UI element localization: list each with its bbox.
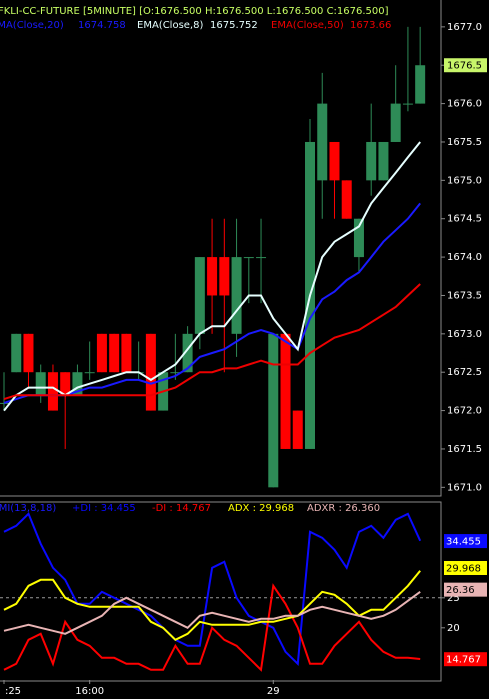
candle-body: [109, 333, 120, 373]
candle-body: [317, 103, 328, 181]
candle-body: [231, 257, 242, 334]
candle-body: [96, 333, 107, 373]
candle-body: [145, 333, 156, 411]
candle-body: [72, 372, 83, 396]
indicator-line: [3, 590, 421, 635]
value-box: [444, 582, 487, 597]
y-tick-label: 1675.5: [447, 137, 482, 148]
dmi-panel: [0, 501, 442, 682]
legend-label: EMA(Close,20): [0, 20, 64, 31]
y-tick-label: 20: [447, 623, 460, 634]
value-box: [444, 560, 487, 575]
y-tick-label: 1671.5: [447, 444, 482, 455]
value-box: [444, 652, 487, 667]
value-box-label: 14.767: [446, 655, 481, 666]
indicator-line: [3, 283, 421, 401]
legend-label: EMA(Close,50): [271, 20, 344, 31]
candle-body: [194, 257, 205, 334]
candle-body: [243, 257, 254, 259]
candle-body: [378, 141, 389, 181]
y-tick-label: 1672.0: [447, 406, 482, 417]
candle-body: [353, 218, 364, 258]
y-tick-label: 1674.0: [447, 252, 482, 263]
value-box-label: 34.455: [446, 537, 481, 548]
indicator-line: [3, 202, 421, 404]
candle-body: [256, 257, 267, 259]
value-box: [444, 534, 487, 549]
last-price-label: 1676.5: [447, 61, 482, 72]
y-tick-label: 1673.0: [447, 329, 482, 340]
candle-body: [11, 333, 22, 373]
candle-body: [390, 103, 401, 142]
legend-value: 1675.752: [210, 20, 258, 31]
legend-label: ADX : 29.968: [228, 503, 294, 514]
candle-body: [292, 410, 303, 449]
indicator-line: [3, 512, 422, 666]
y-tick-label: 1673.5: [447, 290, 482, 301]
candle-body: [280, 333, 291, 449]
candle-body: [121, 333, 132, 373]
indicator-line: [3, 570, 421, 642]
y-tick-label: 25: [447, 593, 460, 604]
candle-body: [207, 257, 218, 296]
value-box-label: 26.36: [446, 585, 475, 596]
candle-body: [23, 333, 34, 373]
candle-body: [182, 333, 193, 373]
y-tick-label: 1675.0: [447, 175, 482, 186]
legend-value: 1673.66: [350, 20, 391, 31]
candle-body: [268, 333, 279, 488]
candle-body: [366, 141, 377, 181]
x-tick-label: 29: [267, 686, 280, 697]
legend-label: +DI : 34.455: [72, 503, 136, 514]
candle-body: [341, 180, 352, 219]
legend-label: -DI : 14.767: [152, 503, 211, 514]
candle-body: [402, 103, 413, 105]
candle-body: [329, 141, 340, 181]
candle-body: [84, 372, 95, 374]
legend-label: ADXR : 26.360: [307, 503, 380, 514]
x-tick-label: 16:00: [75, 686, 104, 697]
y-tick-label: 1671.0: [447, 482, 482, 493]
candle-body: [35, 372, 46, 396]
x-tick-label: :25: [5, 686, 21, 697]
price-panel: [0, 0, 442, 497]
y-tick-label: 1672.5: [447, 367, 482, 378]
dmi-title: DMI(13,8,18): [0, 503, 56, 514]
y-tick-label: 1676.0: [447, 99, 482, 110]
indicator-line: [3, 141, 421, 412]
chart-title: FKLI-CC-FUTURE [5MINUTE] [O:1676.500 H:1…: [0, 6, 389, 17]
legend-label: EMA(Close,8): [137, 20, 203, 31]
candle-body: [47, 372, 58, 411]
candle-body: [415, 65, 426, 104]
indicator-line: [3, 583, 421, 672]
value-box-label: 29.968: [446, 563, 481, 574]
candle-body: [219, 257, 230, 296]
candle-body: [170, 372, 181, 374]
y-tick-label: 1677.0: [447, 22, 482, 33]
y-tick-label: 1674.5: [447, 214, 482, 225]
candle-body: [60, 372, 71, 396]
legend-value: 1674.758: [78, 20, 126, 31]
last-price-box: [444, 58, 487, 73]
